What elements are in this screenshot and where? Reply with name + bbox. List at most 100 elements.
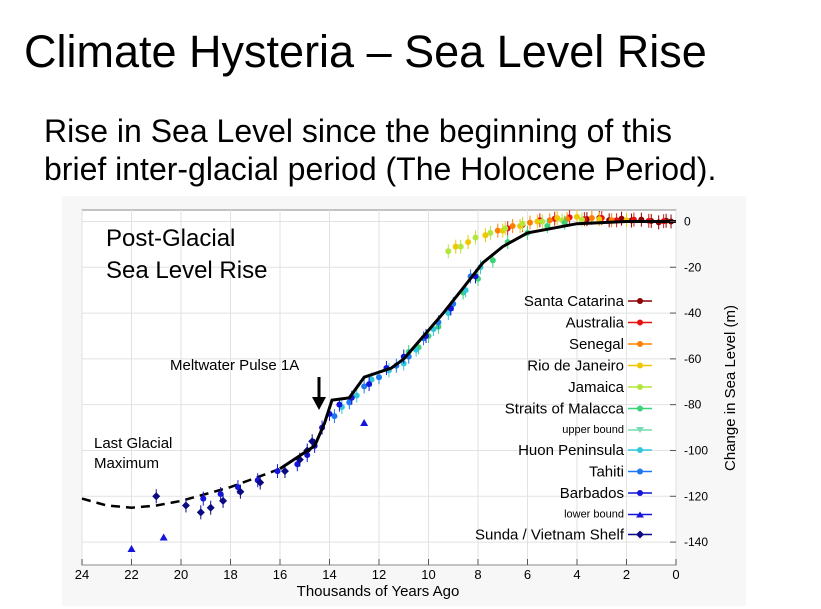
legend-marker-lower-bound (636, 511, 644, 518)
point-huon-peninsula (353, 392, 360, 399)
x-tick-label: 2 (623, 567, 630, 582)
slide-subtitle-line2: brief inter-glacial period (The Holocene… (44, 151, 717, 187)
axis-layer: 24 22 20 18 16 14 12 10 8 6 4 2 00-20-40-60-80-100-1… (75, 214, 709, 582)
legend-marker-senegal (637, 341, 643, 347)
y-tick-label: 0 (684, 214, 691, 228)
point-senegal (526, 219, 533, 226)
legend-label-australia: Australia (566, 315, 625, 332)
legend-marker-huon-peninsula (637, 447, 643, 453)
point-straits-of-malacca (489, 257, 496, 264)
point-huon-peninsula (368, 376, 375, 383)
legend-label-santa-catarina: Santa Catarina (524, 293, 625, 310)
x-axis-label: Thousands of Years Ago (297, 583, 460, 600)
point-tahiti (361, 383, 368, 390)
y-tick-label: -40 (684, 306, 702, 320)
point-senegal (588, 215, 595, 222)
point-barbados (234, 484, 241, 491)
y-tick-label: -60 (684, 352, 702, 366)
y-tick-label: -80 (684, 398, 702, 412)
y-tick-label: -140 (684, 535, 708, 549)
point-rio-de-janeiro (554, 215, 561, 222)
point-barbados (336, 401, 343, 408)
point-huon-peninsula (445, 310, 452, 317)
trend-line (279, 220, 676, 471)
point-sunda-vietnam-shelf (152, 492, 161, 501)
point-sunda-vietnam-shelf (256, 478, 265, 487)
point-senegal (494, 227, 501, 234)
legend-label-sunda-vietnam-shelf: Sunda / Vietnam Shelf (475, 527, 625, 544)
legend-label-senegal: Senegal (569, 336, 624, 353)
slide-title: Climate Hysteria – Sea Level Rise (24, 26, 707, 77)
point-rio-de-janeiro (465, 239, 472, 246)
chart-title-line1: Post-Glacial (106, 225, 235, 252)
point-senegal (546, 217, 553, 224)
legend-marker-jamaica (637, 384, 643, 390)
point-tahiti (376, 374, 382, 381)
legend-marker-santa-catarina (637, 298, 643, 304)
point-sunda-vietnam-shelf (295, 455, 304, 464)
legend-label-tahiti: Tahiti (589, 464, 624, 481)
point-jamaica (472, 234, 479, 241)
legend-label-barbados: Barbados (560, 485, 624, 502)
point-jamaica (578, 216, 585, 223)
y-axis-label: Change in Sea Level (m) (722, 305, 739, 471)
legend: Santa Catarina Australia Senegal Rio de Jan… (475, 293, 652, 544)
x-tick-label: 20 (174, 567, 188, 582)
x-tick-label: 6 (524, 567, 531, 582)
point-sunda-vietnam-shelf (280, 467, 289, 476)
legend-marker-rio-de-janeiro (637, 362, 643, 369)
glacial-estimate-line (81, 467, 281, 509)
x-tick-label: 10 (421, 567, 435, 582)
point-rio-de-janeiro (574, 213, 580, 220)
last-glacial-label-line1: Last Glacial (94, 435, 172, 452)
x-tick-label: 14 (322, 567, 336, 582)
y-tick-label: -100 (684, 443, 708, 457)
sea-level-chart: 24 22 20 18 16 14 12 10 8 6 4 2 00-20-40-60-80-100-1… (62, 196, 746, 606)
point-jamaica (519, 220, 526, 227)
legend-label-lower-bound: lower bound (564, 509, 624, 521)
y-tick-label: -20 (684, 260, 702, 274)
legend-label-jamaica: Jamaica (568, 379, 625, 396)
x-tick-label: 24 (75, 567, 89, 582)
point-tahiti (346, 399, 353, 406)
glacial-estimate-layer (81, 467, 281, 509)
point-sunda-vietnam-shelf (206, 503, 215, 512)
legend-marker-tahiti (637, 468, 643, 475)
point-tahiti (331, 413, 338, 420)
point-sunda-vietnam-shelf (236, 487, 245, 496)
trend-layer (279, 220, 676, 471)
legend-marker-upper-bound (636, 427, 644, 433)
point-senegal (509, 223, 516, 230)
x-tick-label: 0 (672, 567, 679, 582)
point-barbados (200, 495, 207, 502)
point-barbados (366, 381, 373, 388)
point-straits-of-malacca (561, 219, 568, 226)
point-barbados (217, 491, 224, 497)
legend-marker-straits-of-malacca (637, 405, 643, 412)
point-rio-de-janeiro (452, 243, 459, 250)
point-lower-bound (127, 544, 136, 552)
legend-marker-sunda-vietnam-shelf (636, 530, 644, 539)
point-sunda-vietnam-shelf (308, 437, 317, 446)
point-jamaica (457, 243, 464, 250)
point-rio-de-janeiro (482, 232, 489, 239)
x-tick-label: 16 (273, 567, 287, 582)
meltwater-pulse-label: Meltwater Pulse 1A (170, 357, 299, 374)
legend-label-huon-peninsula: Huon Peninsula (518, 442, 625, 459)
legend-marker-australia (637, 319, 643, 326)
x-tick-label: 22 (124, 567, 138, 582)
x-tick-label: 8 (474, 567, 481, 582)
last-glacial-label-line2: Maximum (94, 455, 159, 472)
point-lower-bound (159, 533, 168, 541)
legend-label-straits-of-malacca: Straits of Malacca (505, 401, 625, 418)
point-lower-bound (360, 419, 369, 426)
point-rio-de-janeiro (534, 218, 541, 225)
legend-label-rio-de-janeiro: Rio de Janeiro (527, 358, 624, 375)
point-rio-de-janeiro (596, 216, 603, 223)
point-jamaica (539, 218, 546, 225)
point-barbados (294, 461, 301, 468)
point-sunda-vietnam-shelf (219, 496, 228, 505)
x-tick-label: 12 (372, 567, 386, 582)
point-jamaica (445, 248, 452, 255)
point-barbados (274, 468, 281, 475)
